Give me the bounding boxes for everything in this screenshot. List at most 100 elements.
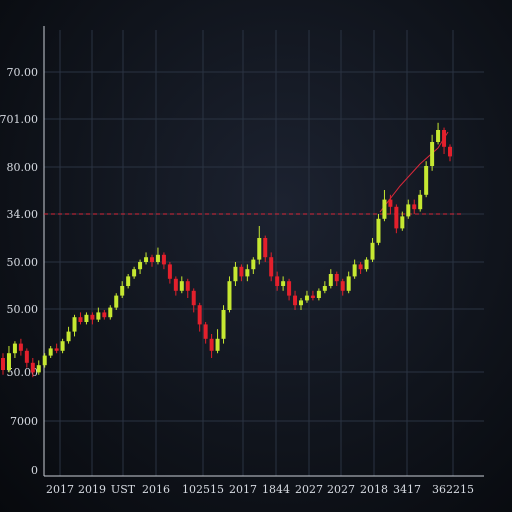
candle-body-down bbox=[1, 358, 5, 370]
candle-body-down bbox=[54, 348, 59, 351]
candle-body-up bbox=[352, 264, 357, 277]
candle-body-down bbox=[310, 295, 315, 298]
candle bbox=[36, 360, 41, 375]
candle bbox=[114, 293, 119, 310]
candle-body-up bbox=[126, 276, 131, 286]
candle-body-down bbox=[150, 257, 154, 262]
candle-body-up bbox=[370, 242, 375, 260]
candle bbox=[394, 204, 399, 234]
candle bbox=[54, 343, 59, 354]
candle-body-up bbox=[233, 266, 238, 282]
candle bbox=[6, 346, 11, 373]
candle bbox=[102, 310, 107, 320]
candle-body-up bbox=[42, 355, 47, 366]
candle-body-up bbox=[72, 317, 77, 332]
candle-body-down bbox=[18, 343, 23, 351]
candle bbox=[96, 307, 101, 322]
candle-body-up bbox=[108, 307, 113, 318]
candle-body-up bbox=[436, 130, 441, 142]
candle-body-up bbox=[316, 290, 321, 298]
x-tick-label: 2019 bbox=[78, 483, 106, 496]
candle bbox=[138, 259, 143, 274]
candle-body-down bbox=[293, 295, 298, 306]
candle bbox=[227, 276, 232, 313]
candle bbox=[197, 302, 202, 332]
candle bbox=[322, 281, 327, 294]
candle-body-up bbox=[138, 262, 143, 270]
candle-body-down bbox=[90, 314, 95, 320]
candle bbox=[304, 290, 309, 303]
candle bbox=[203, 322, 208, 344]
candle-body-up bbox=[36, 365, 41, 373]
candle-body-up bbox=[84, 314, 89, 322]
candle bbox=[251, 257, 256, 274]
candle-body-down bbox=[203, 324, 208, 339]
candle-body-down bbox=[275, 276, 280, 286]
y-tick-label: 70.00 bbox=[7, 66, 39, 79]
candle-body-up bbox=[12, 343, 17, 354]
candle-body-down bbox=[358, 264, 363, 270]
candle bbox=[281, 276, 286, 291]
candle-body-up bbox=[346, 276, 351, 291]
candle-body-up bbox=[328, 274, 333, 286]
candle bbox=[239, 264, 244, 282]
candle-body-down bbox=[334, 274, 339, 282]
candle-body-down bbox=[394, 206, 399, 229]
candle-body-down bbox=[287, 281, 292, 296]
candle-body-up bbox=[120, 286, 125, 296]
candle-body-up bbox=[48, 348, 53, 356]
candle-body-up bbox=[132, 269, 137, 277]
candle-body-up bbox=[114, 295, 119, 308]
candle bbox=[60, 338, 65, 354]
candle bbox=[209, 334, 214, 358]
candle-body-down bbox=[161, 254, 166, 265]
candle-body-up bbox=[227, 281, 232, 310]
candle-body-down bbox=[388, 199, 393, 207]
candle bbox=[263, 235, 268, 262]
candle bbox=[316, 288, 321, 301]
candle-body-up bbox=[322, 286, 327, 291]
candle-body-up bbox=[400, 216, 405, 229]
candle bbox=[185, 278, 190, 298]
candle bbox=[126, 274, 131, 289]
candle bbox=[179, 276, 184, 294]
candle bbox=[12, 341, 17, 358]
candle bbox=[388, 194, 393, 214]
candle bbox=[299, 298, 303, 310]
candle-body-up bbox=[281, 281, 286, 286]
candle bbox=[346, 271, 351, 294]
candle-body-down bbox=[269, 257, 274, 277]
y-tick-label: 50.00 bbox=[7, 303, 39, 316]
y-tick-label: 701.00 bbox=[0, 113, 38, 126]
candle bbox=[120, 281, 125, 298]
candle bbox=[84, 312, 89, 325]
candle-body-up bbox=[245, 269, 250, 277]
candle bbox=[167, 262, 172, 284]
candle bbox=[269, 252, 274, 282]
candle-body-down bbox=[412, 204, 417, 210]
candle bbox=[424, 161, 429, 198]
candle bbox=[352, 259, 357, 279]
candle-body-up bbox=[299, 300, 303, 306]
candle-body-up bbox=[144, 257, 149, 262]
candle-body-down bbox=[173, 278, 178, 291]
candle bbox=[400, 211, 405, 231]
candle-body-down bbox=[442, 130, 447, 147]
x-tick-label: 102515 bbox=[182, 483, 224, 496]
candle-body-up bbox=[418, 194, 423, 210]
candle-body-down bbox=[263, 238, 268, 258]
y-tick-label: 34.00 bbox=[7, 208, 39, 221]
x-tick-label: UST bbox=[111, 483, 136, 496]
candle bbox=[161, 252, 166, 270]
candle bbox=[406, 199, 411, 219]
y-tick-label: 80.00 bbox=[7, 161, 39, 174]
candles bbox=[1, 122, 452, 378]
candle bbox=[287, 278, 292, 301]
candle-body-down bbox=[24, 350, 29, 363]
candle bbox=[150, 254, 154, 267]
candle-body-up bbox=[96, 312, 101, 320]
candle-body-down bbox=[78, 317, 83, 322]
candle-body-down bbox=[167, 264, 172, 279]
candle bbox=[42, 353, 47, 368]
